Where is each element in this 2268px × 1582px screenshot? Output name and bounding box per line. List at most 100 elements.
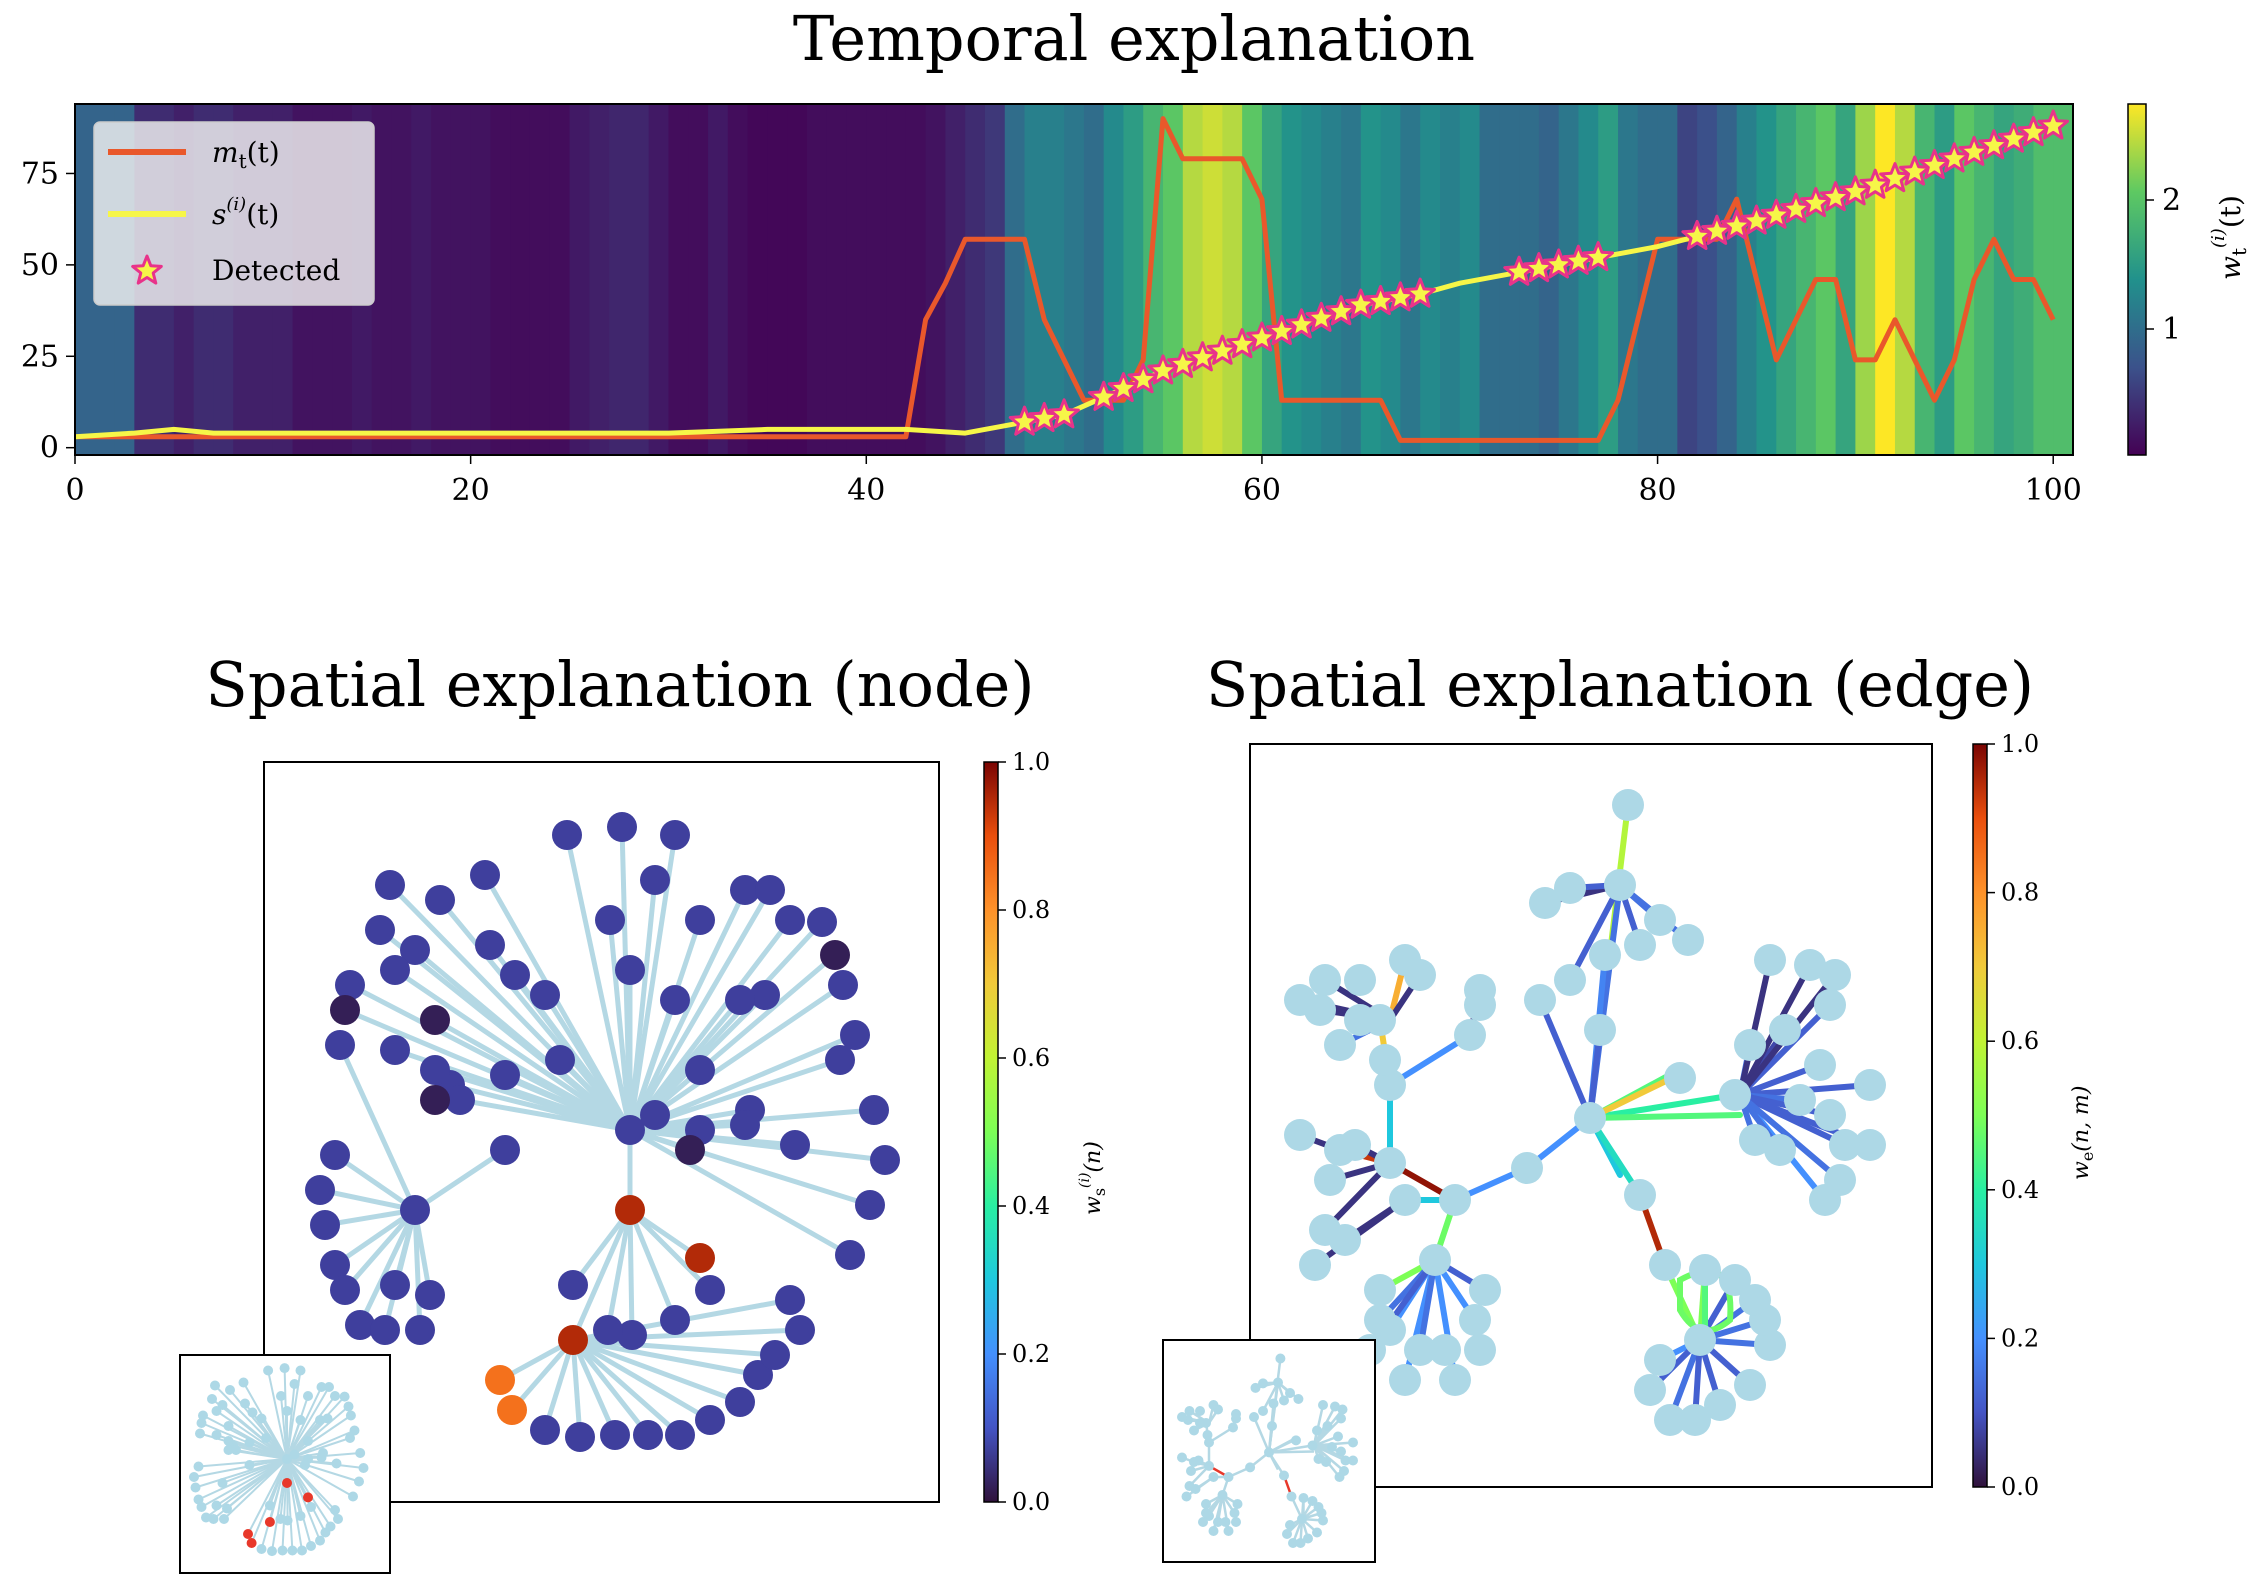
inset-node xyxy=(1193,1455,1204,1466)
legend-star xyxy=(131,254,163,285)
inset-edge xyxy=(223,1458,288,1520)
heat-column xyxy=(866,104,887,455)
inset-node xyxy=(287,1545,298,1556)
heat-column xyxy=(688,104,709,455)
heat-column xyxy=(490,104,512,455)
inset-node xyxy=(306,1502,316,1512)
series-line xyxy=(75,116,2056,443)
heat-column xyxy=(1321,104,1342,455)
node-edge xyxy=(510,1338,575,1412)
graph-node xyxy=(405,1315,435,1345)
graph-node xyxy=(1529,887,1561,919)
graph-node xyxy=(685,1055,715,1085)
inset-node xyxy=(1258,1406,1268,1416)
graph-node xyxy=(1612,789,1644,821)
inset-node xyxy=(289,1379,300,1389)
detected-star xyxy=(1147,354,1179,385)
heat-column xyxy=(1618,104,1639,455)
inset-node xyxy=(201,1512,211,1523)
detected-star xyxy=(1938,142,1971,173)
graph-node xyxy=(820,940,850,970)
inset-node xyxy=(223,1445,234,1455)
detected-star xyxy=(1325,295,1357,326)
detected-star xyxy=(1226,328,1258,359)
cb-tick-label: 0.4 xyxy=(1012,1192,1050,1220)
inset-edge xyxy=(286,1386,330,1460)
detected-star xyxy=(1265,314,1298,346)
node-title: Spatial explanation (node) xyxy=(205,648,1035,721)
heat-column xyxy=(984,104,1006,455)
inset-node xyxy=(198,1410,208,1421)
inset-node xyxy=(1198,1517,1208,1527)
heat-column xyxy=(846,104,868,455)
detected-star xyxy=(1879,162,1911,193)
inset-node xyxy=(1177,1452,1187,1463)
graph-node xyxy=(400,935,430,965)
s-i-series xyxy=(75,123,2054,440)
graph-node xyxy=(558,1270,588,1300)
heat-column xyxy=(648,104,670,455)
node-edge xyxy=(434,1067,631,1133)
heat-column xyxy=(1222,104,1243,455)
heat-column xyxy=(1439,104,1461,455)
node-edge xyxy=(393,967,632,1133)
graph-node xyxy=(1369,1044,1401,1076)
inset-node xyxy=(1295,1538,1306,1548)
inset-node xyxy=(1285,1388,1295,1398)
detected-star xyxy=(1048,398,1080,429)
detected-star xyxy=(1087,380,1120,411)
node-edge xyxy=(324,1207,416,1228)
detected-star xyxy=(1107,372,1140,403)
heat-column xyxy=(1796,104,1817,455)
edge-colorbar-ticks: 0.0 0.2 0.4 0.6 0.8 1.0 xyxy=(1987,730,2039,1501)
graph-node xyxy=(775,1285,805,1315)
heat-column xyxy=(708,104,729,455)
inset-edge xyxy=(281,1458,288,1551)
inset-edge xyxy=(198,1458,288,1468)
graph-node xyxy=(1374,1147,1406,1179)
heat-column xyxy=(589,104,610,455)
m-t-series xyxy=(75,116,2056,443)
inset-edge xyxy=(286,1458,294,1551)
inset-node xyxy=(1223,1526,1234,1536)
node-edge xyxy=(319,1187,416,1213)
graph-node xyxy=(1464,1334,1496,1366)
node-edge xyxy=(333,1207,417,1268)
inset-node xyxy=(330,1391,340,1401)
inset-node xyxy=(277,1545,288,1556)
edge-graph-nodes xyxy=(1284,789,1886,1436)
inset-node xyxy=(247,1407,258,1418)
inset-node xyxy=(1293,1394,1304,1404)
inset-node xyxy=(295,1415,306,1425)
heat-column xyxy=(75,104,96,455)
graph-node xyxy=(320,1250,350,1280)
heat-column xyxy=(371,104,393,455)
graph-node xyxy=(420,1055,450,1085)
inset-node xyxy=(1213,1517,1223,1527)
inset-node xyxy=(282,1406,292,1416)
graph-node xyxy=(1624,1179,1656,1211)
graph-node xyxy=(785,1315,815,1345)
inset-node xyxy=(1288,1538,1298,1548)
inset-node xyxy=(348,1491,358,1502)
graph-node xyxy=(400,1195,430,1225)
inset-node xyxy=(207,1394,217,1404)
graph-node xyxy=(380,1270,410,1300)
inset-edge xyxy=(286,1458,339,1520)
inset-edge xyxy=(226,1458,288,1510)
inset-node xyxy=(264,1500,275,1511)
node-edge xyxy=(570,1208,633,1342)
detected-star xyxy=(1186,341,1219,372)
cb-tick-label: 0.2 xyxy=(1012,1340,1050,1368)
heat-column xyxy=(1598,104,1619,455)
inset-node xyxy=(303,1391,313,1401)
graph-node xyxy=(470,860,500,890)
graph-node xyxy=(1589,939,1621,971)
cb-tick-label: 0.2 xyxy=(2001,1324,2039,1352)
weighted-edge xyxy=(1587,1092,1738,1121)
graph-node xyxy=(1794,949,1826,981)
heat-column xyxy=(767,104,788,455)
inset-edge xyxy=(267,1370,288,1460)
edge-inset-graph xyxy=(1177,1353,1358,1548)
inset-node xyxy=(1348,1437,1358,1448)
